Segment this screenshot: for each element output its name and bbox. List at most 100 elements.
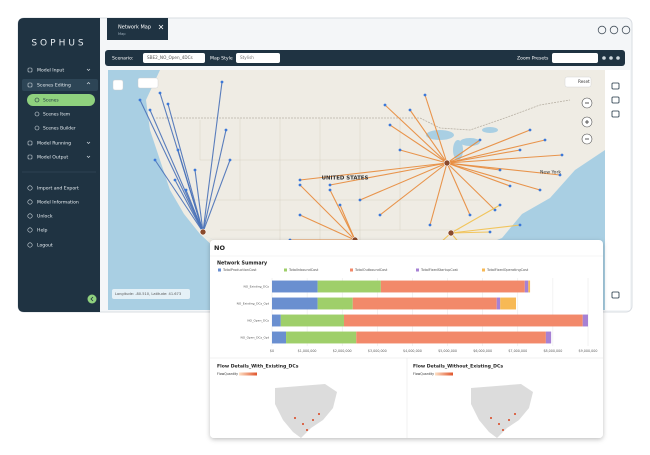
menu-icon — [27, 154, 33, 160]
bar-segment — [317, 280, 381, 293]
window-control[interactable] — [597, 25, 607, 35]
menu-item[interactable]: Unlock — [37, 214, 53, 220]
tab[interactable] — [107, 18, 168, 40]
location-dot — [383, 103, 387, 107]
bar-segment — [272, 314, 281, 327]
map-border — [156, 99, 571, 131]
bar-segment — [500, 297, 517, 310]
bar-segment — [524, 280, 529, 293]
location-dot — [358, 198, 362, 202]
route-line — [446, 154, 563, 164]
location-dot — [538, 188, 542, 192]
scenario-select[interactable] — [143, 53, 205, 63]
menu-item[interactable]: Help — [37, 228, 48, 234]
x-tick-label: $4,000,000 — [403, 349, 422, 353]
menu-item[interactable]: Logout — [37, 243, 53, 249]
menu-active-bg — [22, 79, 98, 91]
rail-icon[interactable] — [611, 291, 620, 299]
location-dot — [468, 213, 472, 217]
location-dot — [398, 148, 402, 152]
location-dot — [166, 102, 170, 106]
route-line — [450, 231, 491, 234]
location-dot — [478, 138, 482, 142]
location-dot — [173, 178, 177, 182]
submenu-active — [27, 94, 95, 106]
mini-map-land — [471, 384, 533, 438]
submenu-item[interactable]: Scenes Builder — [43, 126, 76, 132]
menu-item[interactable]: Model Output — [37, 155, 68, 161]
route-line — [446, 162, 501, 171]
map-lake — [426, 130, 454, 140]
location-dot — [498, 168, 502, 172]
map-label: UNITED STATES — [322, 176, 369, 182]
menu-chevron — [86, 68, 91, 71]
route-line — [202, 129, 227, 233]
fullscreen-button[interactable] — [112, 79, 124, 91]
flow-legend-gradient — [239, 372, 257, 376]
menu-icon — [27, 82, 33, 88]
zoom-input[interactable] — [552, 53, 598, 63]
menu-item[interactable]: Model Running — [37, 141, 71, 147]
rail-icon[interactable] — [611, 82, 620, 90]
route-line — [174, 179, 204, 233]
menu-icon — [27, 242, 33, 248]
flow-title: Flow Details_With_Existing_DCs — [217, 364, 299, 370]
submenu-item[interactable]: Scenes — [43, 98, 59, 104]
menu-chevron — [86, 82, 91, 85]
mini-map-land — [275, 384, 337, 438]
menu-item[interactable]: Model Information — [37, 200, 79, 206]
route-line — [446, 129, 531, 164]
menu-chevron — [86, 155, 91, 158]
menu-item[interactable]: Import and Export — [37, 186, 79, 192]
reset-button[interactable] — [564, 76, 592, 88]
legend-swatch — [350, 268, 353, 272]
route-line — [389, 124, 448, 164]
location-dot — [298, 213, 302, 217]
map-control-icon — [585, 120, 589, 124]
legend-label: TotalOutboundCost — [354, 268, 388, 272]
bar-segment — [356, 331, 546, 344]
window-control[interactable] — [621, 25, 631, 35]
x-tick-label: $1,000,000 — [298, 349, 317, 353]
x-tick-label: $8,000,000 — [543, 349, 562, 353]
route-line — [139, 99, 204, 233]
flow-legend-label: FlowQuantity — [413, 372, 434, 376]
chart-title: Network Summary — [217, 261, 268, 267]
window-control[interactable] — [609, 25, 619, 35]
route-line — [154, 159, 204, 233]
y-tick-label: NO_Open_DCs — [247, 319, 269, 323]
route-line — [399, 149, 448, 164]
route-line — [149, 109, 204, 233]
mini-map-dot — [302, 423, 304, 425]
map-label: New York — [540, 170, 561, 176]
rail-icon[interactable] — [611, 110, 620, 118]
mini-map-dot — [318, 413, 320, 415]
location-dot — [328, 183, 332, 187]
hub — [447, 229, 455, 237]
x-tick-label: $0 — [270, 349, 274, 353]
route-line — [446, 149, 521, 164]
menu-item[interactable]: Scenes Editing — [37, 83, 71, 89]
right-rail — [605, 70, 630, 310]
rail-icon[interactable] — [611, 96, 620, 104]
sidebar — [18, 18, 100, 312]
menu-icon — [27, 67, 33, 73]
coordinates-box — [112, 289, 190, 299]
location-dot — [428, 223, 432, 227]
map-style-select[interactable] — [236, 53, 280, 63]
location-dot — [220, 80, 224, 84]
location-dot — [558, 173, 562, 177]
route-line — [424, 94, 448, 164]
route-line — [446, 139, 546, 164]
bar-segment — [280, 314, 344, 327]
bar-segment — [272, 297, 318, 310]
collapse-button[interactable] — [87, 294, 97, 304]
route-line — [202, 81, 223, 233]
route-line — [167, 103, 204, 233]
submenu-item[interactable]: Scenes Item — [43, 112, 70, 118]
location-dot — [493, 208, 497, 212]
route-line — [446, 139, 481, 164]
draw-tools[interactable] — [137, 77, 159, 89]
menu-item[interactable]: Model Input — [37, 68, 64, 74]
x-tick-label: $5,000,000 — [438, 349, 457, 353]
